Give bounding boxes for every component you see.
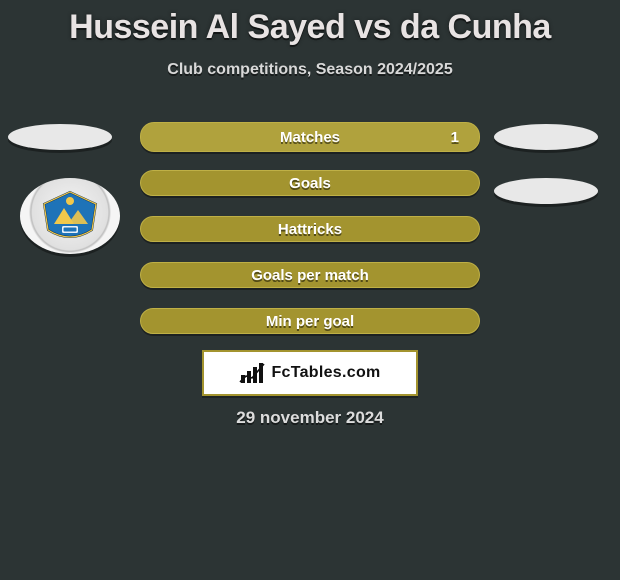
- player-left-marker: [8, 124, 112, 150]
- brand-text: FcTables.com: [271, 364, 380, 382]
- stat-label: Goals per match: [141, 267, 479, 284]
- stat-label: Hattricks: [141, 221, 479, 238]
- stat-row-min-per-goal: Min per goal: [140, 308, 480, 334]
- stat-label: Matches: [141, 129, 479, 146]
- bar-chart-icon: [239, 361, 265, 385]
- date-text: 29 november 2024: [0, 408, 620, 428]
- player-right-marker: [494, 124, 598, 150]
- stat-label: Goals: [141, 175, 479, 192]
- stat-label: Min per goal: [141, 313, 479, 330]
- stat-value-right: 1: [451, 129, 459, 146]
- stat-row-hattricks: Hattricks: [140, 216, 480, 242]
- club-badge-left: [20, 178, 120, 254]
- stat-row-goals: Goals: [140, 170, 480, 196]
- brand-box[interactable]: FcTables.com: [202, 350, 418, 396]
- comparison-stage: Matches 1 Goals Hattricks Goals per matc…: [0, 110, 620, 350]
- stat-row-matches: Matches 1: [140, 122, 480, 152]
- stat-row-goals-per-match: Goals per match: [140, 262, 480, 288]
- page-title: Hussein Al Sayed vs da Cunha: [0, 0, 620, 47]
- player-right-marker: [494, 178, 598, 204]
- page-subtitle: Club competitions, Season 2024/2025: [0, 61, 620, 79]
- pyramids-crest-icon: [40, 190, 100, 242]
